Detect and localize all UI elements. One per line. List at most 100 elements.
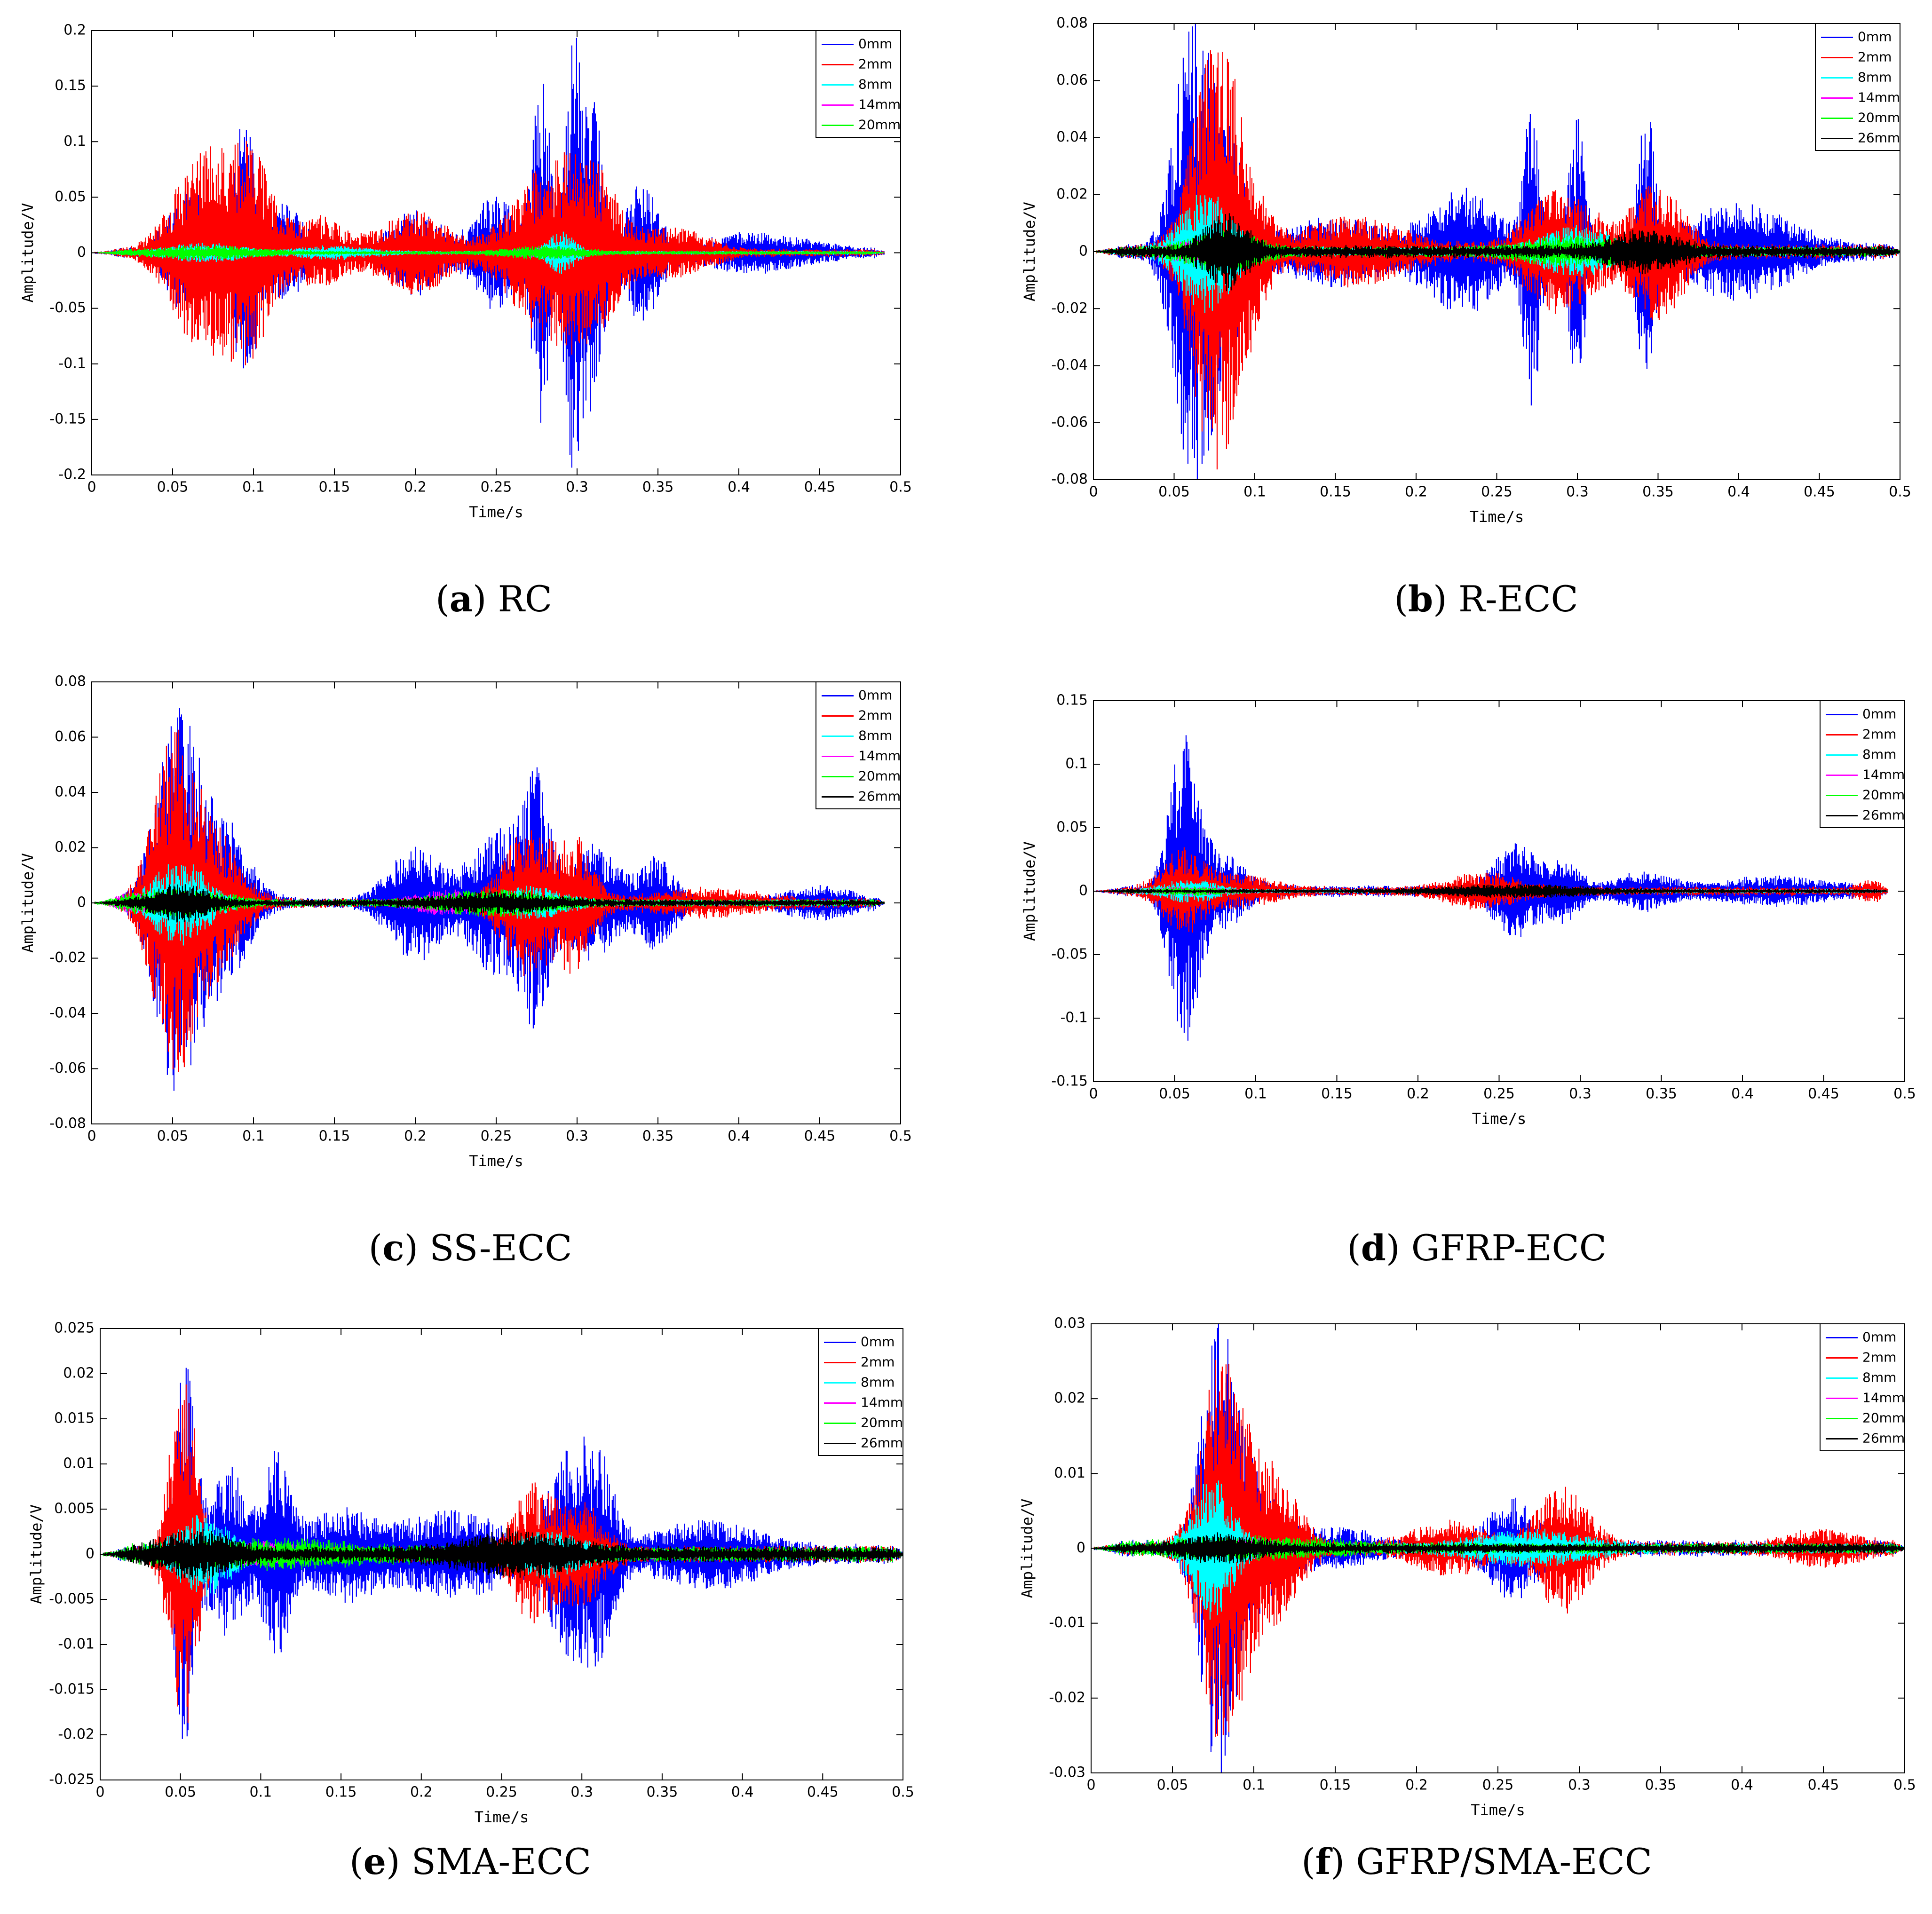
legend-label: 0mm <box>1862 706 1896 722</box>
y-tick-label: -0.2 <box>58 467 86 483</box>
legend-label: 26mm <box>1862 1431 1905 1446</box>
legend-label: 2mm <box>861 1354 895 1370</box>
legend: 0mm 2mm 8mm 14mm 20mm 26mm <box>816 681 901 809</box>
x-tick-label: 0 <box>1086 1777 1095 1794</box>
y-tick-label: 0 <box>77 244 86 261</box>
legend: 0mm 2mm 8mm 14mm 20mm 26mm <box>818 1328 903 1456</box>
x-tick-label: 0.05 <box>157 479 189 496</box>
x-tick-label: 0.35 <box>1642 484 1674 500</box>
x-tick-label: 0.5 <box>1893 1777 1916 1794</box>
traces <box>1096 24 1900 480</box>
y-tick-label: -0.04 <box>49 1005 86 1021</box>
y-tick-label: 0.08 <box>1056 15 1088 32</box>
y-tick-label: 0.15 <box>55 78 86 94</box>
x-tick-label: 0.3 <box>1566 484 1589 500</box>
legend-label: 2mm <box>1858 49 1892 65</box>
legend-label: 14mm <box>861 1395 903 1410</box>
legend-label: 14mm <box>1862 1390 1905 1406</box>
x-tick-label: 0.4 <box>728 479 750 496</box>
legend-box <box>1815 23 1900 151</box>
panel-f: 0 0.05 0.1 0.15 0.2 0.25 0.3 0.35 0.4 0.45 0.5 -0.0… <box>1018 1315 1916 1883</box>
y-axis-label: Amplitude/V <box>1018 1499 1036 1598</box>
legend: 0mm 2mm 8mm 14mm 20mm 26mm <box>1820 700 1905 828</box>
y-tick-label: 0 <box>1079 243 1088 260</box>
legend-label: 26mm <box>1858 130 1900 146</box>
legend-label: 0mm <box>1858 29 1892 45</box>
y-tick-label: 0.01 <box>63 1455 95 1472</box>
y-axis-label: Amplitude/V <box>1021 841 1038 941</box>
traces <box>94 708 885 1091</box>
y-tick-label: -0.06 <box>1051 414 1088 430</box>
x-tick-label: 0 <box>1089 1086 1098 1102</box>
legend-label: 0mm <box>1862 1329 1896 1345</box>
x-tick-label: 0.3 <box>1569 1086 1592 1102</box>
y-tick-label: 0 <box>1077 1540 1085 1556</box>
x-tick-label: 0.15 <box>325 1784 357 1801</box>
x-axis-label: Time/s <box>469 503 523 521</box>
legend-label: 8mm <box>861 1375 895 1390</box>
y-tick-label: -0.05 <box>49 300 86 316</box>
x-tick-label: 0.05 <box>157 1128 189 1145</box>
y-tick-label: -0.08 <box>1051 471 1088 488</box>
y-tick-label: -0.15 <box>49 411 86 427</box>
x-tick-label: 0.35 <box>647 1784 678 1801</box>
y-tick-label: -0.02 <box>49 949 86 966</box>
x-tick-label: 0.25 <box>1481 484 1512 500</box>
x-tick-label: 0.1 <box>1244 1086 1267 1102</box>
x-tick-label: 0.5 <box>889 479 912 496</box>
legend-label: 0mm <box>858 688 892 703</box>
legend: 0mm 2mm 8mm 14mm 20mm <box>816 30 901 138</box>
y-axis-label: Amplitude/V <box>19 853 37 953</box>
x-tick-label: 0.3 <box>1568 1777 1591 1794</box>
x-tick-label: 0.35 <box>1646 1086 1677 1102</box>
x-tick-label: 0.45 <box>1804 484 1835 500</box>
x-tick-label: 0.15 <box>319 1128 350 1145</box>
panel-caption: (a) RC <box>435 578 552 620</box>
y-tick-label: -0.03 <box>1049 1764 1085 1781</box>
legend-label: 2mm <box>858 708 892 723</box>
y-tick-label: -0.15 <box>1051 1073 1088 1090</box>
legend-label: 8mm <box>1858 70 1892 85</box>
legend-label: 14mm <box>1858 90 1900 105</box>
legend-label: 8mm <box>858 728 892 743</box>
legend-label: 20mm <box>858 768 901 784</box>
panel-c: 0 0.05 0.1 0.15 0.2 0.25 0.3 0.35 0.4 0.45 0.5 -0.0… <box>19 673 912 1269</box>
y-tick-label: 0.08 <box>55 673 86 690</box>
x-tick-label: 0.15 <box>319 479 350 496</box>
x-tick-label: 0.35 <box>642 1128 674 1145</box>
x-tick-label: 0.2 <box>1405 484 1427 500</box>
legend: 0mm 2mm 8mm 14mm 20mm 26mm <box>1815 23 1900 151</box>
panel-caption: (f) GFRP/SMA-ECC <box>1301 1841 1652 1882</box>
x-tick-label: 0.35 <box>642 479 674 496</box>
x-tick-label: 0.05 <box>1157 1777 1188 1794</box>
legend-label: 20mm <box>1862 1410 1905 1426</box>
y-tick-label: 0.2 <box>63 22 86 39</box>
x-tick-label: 0.1 <box>1243 1777 1265 1794</box>
x-tick-label: 0.1 <box>242 1128 265 1145</box>
x-tick-label: 0.2 <box>410 1784 433 1801</box>
legend-box <box>816 681 901 809</box>
legend-box <box>816 30 901 138</box>
y-tick-label: -0.02 <box>1051 300 1088 316</box>
x-tick-label: 0.25 <box>481 479 512 496</box>
x-tick-label: 0.5 <box>889 1128 912 1145</box>
x-tick-label: 0.35 <box>1645 1777 1677 1794</box>
legend-label: 2mm <box>1862 1350 1896 1365</box>
x-tick-label: 0 <box>1089 484 1098 500</box>
y-tick-label: 0.15 <box>1056 692 1088 709</box>
x-axis-label: Time/s <box>1472 1110 1527 1128</box>
x-axis-label: Time/s <box>469 1152 523 1170</box>
x-tick-label: 0.3 <box>566 479 588 496</box>
legend-box <box>1820 1323 1905 1451</box>
x-tick-label: 0.2 <box>1407 1086 1429 1102</box>
x-tick-label: 0.3 <box>566 1128 588 1145</box>
x-tick-label: 0.5 <box>892 1784 914 1801</box>
x-tick-label: 0.5 <box>1889 484 1911 500</box>
y-tick-label: 0.01 <box>1054 1465 1085 1481</box>
y-tick-label: 0.02 <box>63 1365 95 1382</box>
legend-label: 26mm <box>1862 807 1905 823</box>
x-tick-label: 0.25 <box>481 1128 512 1145</box>
x-tick-label: 0.2 <box>404 479 427 496</box>
y-tick-label: 0.06 <box>55 728 86 745</box>
x-tick-label: 0.4 <box>1731 1777 1753 1794</box>
